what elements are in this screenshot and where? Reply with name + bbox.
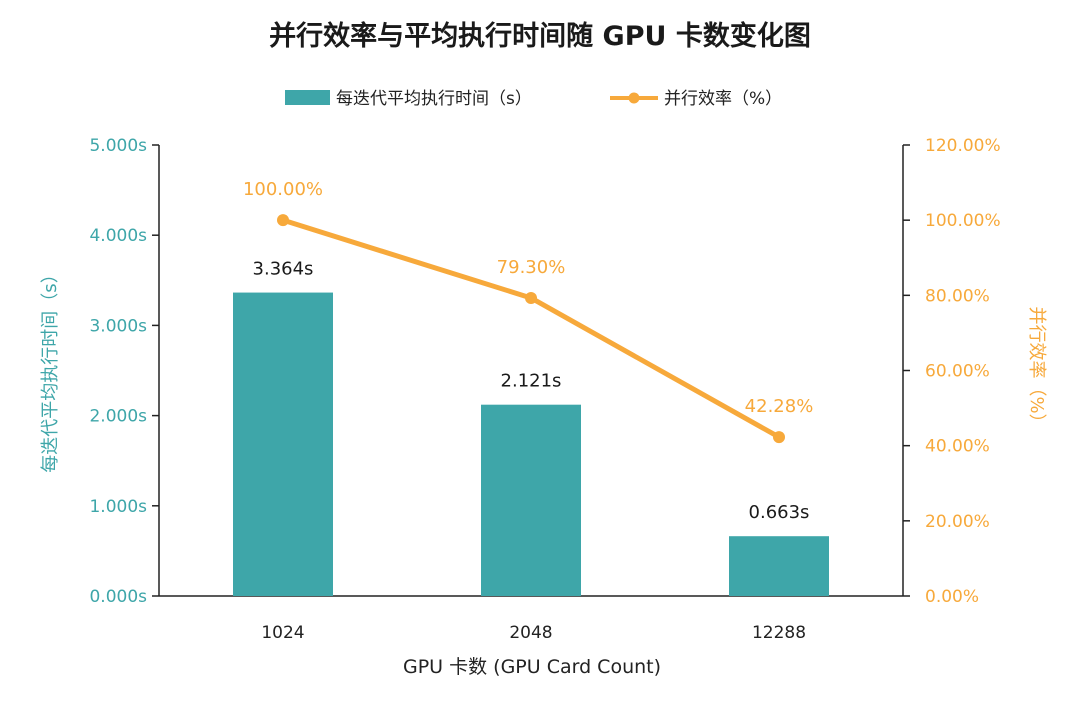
efficiency-point	[525, 291, 537, 304]
efficiency-line	[280, 217, 782, 440]
bar-value-label: 2.121s	[501, 371, 562, 392]
bar	[233, 292, 333, 596]
bar	[481, 404, 581, 596]
efficiency-point	[277, 214, 289, 227]
y-axis-left-title: 每迭代平均执行时间（s）	[40, 265, 61, 472]
bar-value-label: 0.663s	[749, 502, 810, 523]
y-right-tick-label: 40.00%	[925, 437, 990, 457]
efficiency-point	[773, 431, 785, 444]
x-tick-label: 2048	[509, 623, 552, 643]
y-left-tick-label: 0.000s	[89, 587, 147, 607]
legend-line-label: 并行效率（%）	[664, 89, 782, 109]
legend-line-marker	[628, 92, 640, 104]
legend-bar-label: 每迭代平均执行时间（s）	[336, 89, 532, 109]
bar-value-label: 3.364s	[253, 259, 314, 280]
line-series: 100.00% 79.30% 42.28%	[243, 179, 814, 444]
efficiency-value-label: 79.30%	[497, 257, 566, 278]
y-right-tick-label: 20.00%	[925, 512, 990, 532]
y-left-tick-label: 1.000s	[89, 497, 147, 517]
y-right-tick-label: 80.00%	[925, 286, 990, 306]
x-axis-title: GPU 卡数 (GPU Card Count)	[403, 656, 661, 678]
y-right-tick-label: 120.00%	[925, 136, 1001, 156]
y-axis-right-title: 并行效率（%）	[1026, 306, 1047, 431]
bars: 3.364s 2.121s 0.663s	[233, 259, 829, 596]
y-right-tick-label: 100.00%	[925, 211, 1001, 231]
y-right-tick-label: 60.00%	[925, 362, 990, 382]
axes: 0.000s 1.000s 2.000s 3.000s 4.000s 5.000s 0.00…	[89, 136, 1000, 643]
y-left-tick-label: 5.000s	[89, 136, 147, 156]
efficiency-value-label: 100.00%	[243, 179, 323, 200]
x-tick-label: 12288	[752, 623, 806, 643]
y-right-tick-label: 0.00%	[925, 587, 979, 607]
x-tick-label: 1024	[261, 623, 304, 643]
y-left-tick-label: 4.000s	[89, 226, 147, 246]
y-left-tick-label: 3.000s	[89, 316, 147, 336]
legend: 每迭代平均执行时间（s） 并行效率（%）	[285, 89, 782, 109]
y-left-tick-label: 2.000s	[89, 407, 147, 427]
bar	[729, 536, 829, 596]
efficiency-value-label: 42.28%	[745, 396, 814, 417]
chart-title: 并行效率与平均执行时间随 GPU 卡数变化图	[269, 20, 811, 52]
legend-bar-swatch	[285, 90, 330, 105]
